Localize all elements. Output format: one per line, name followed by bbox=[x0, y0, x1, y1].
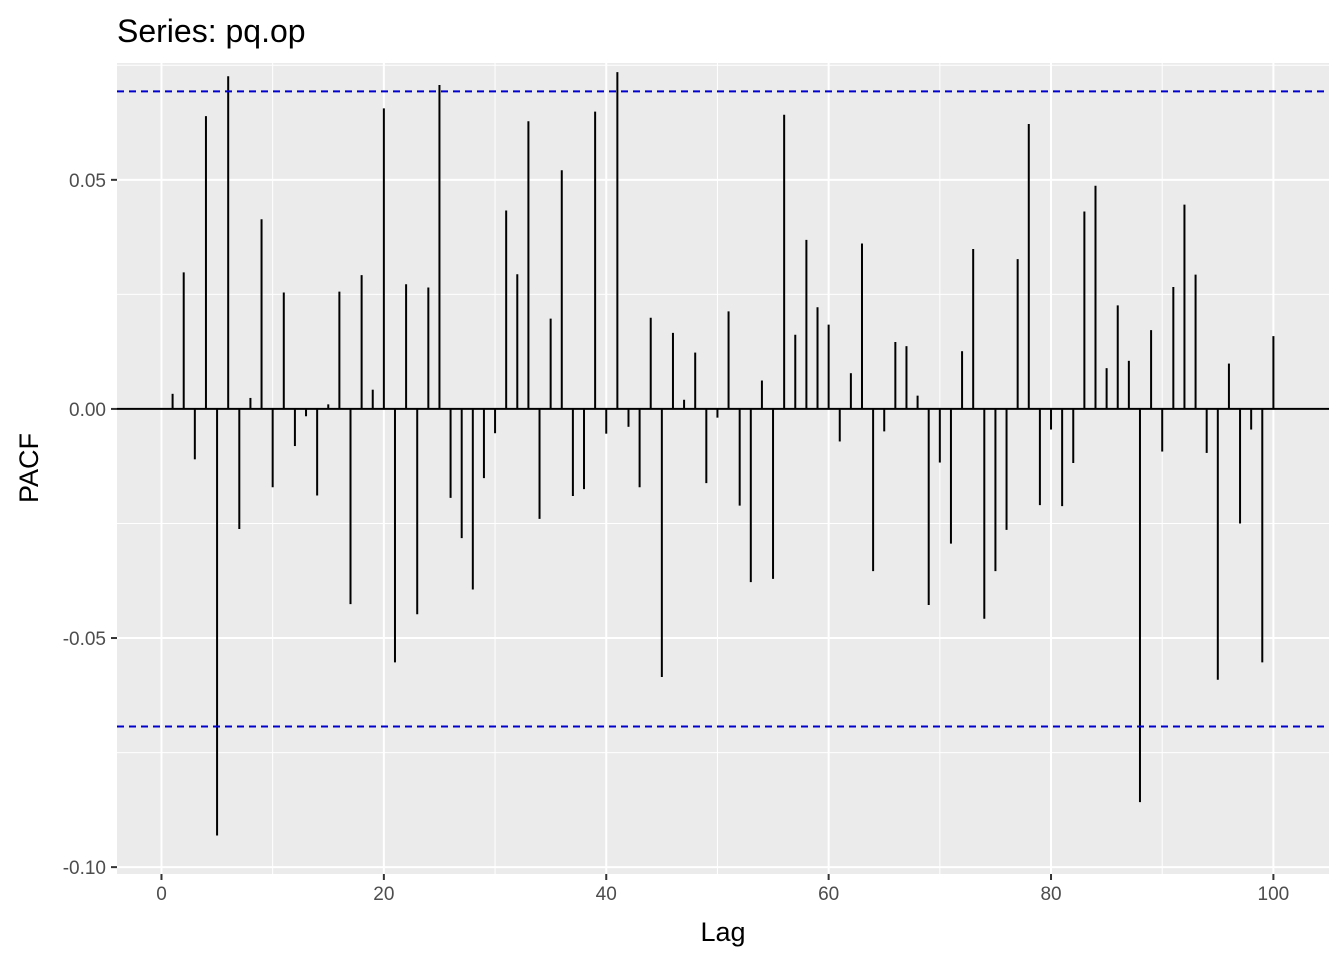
x-tick-label: 0 bbox=[156, 884, 167, 905]
x-axis-title: Lag bbox=[700, 917, 745, 947]
y-tick-label: 0.05 bbox=[69, 171, 106, 192]
x-axis-ticks: 0 20 40 60 80 100 bbox=[156, 874, 1289, 905]
pacf-bars bbox=[171, 72, 1275, 836]
plot-panel bbox=[117, 63, 1329, 874]
y-tick-label: -0.05 bbox=[63, 629, 106, 650]
y-axis-title: PACF bbox=[14, 433, 44, 503]
y-tick-label: -0.10 bbox=[63, 858, 106, 879]
x-tick-label: 100 bbox=[1258, 884, 1290, 905]
y-axis-ticks: -0.10 -0.05 0.00 0.05 bbox=[63, 171, 117, 879]
x-tick-label: 60 bbox=[818, 884, 839, 905]
y-tick-label: 0.00 bbox=[69, 400, 106, 421]
chart-title: Series: pq.op bbox=[117, 13, 306, 49]
x-tick-label: 40 bbox=[596, 884, 617, 905]
grid-minor bbox=[117, 63, 1329, 874]
x-tick-label: 20 bbox=[373, 884, 394, 905]
x-tick-label: 80 bbox=[1040, 884, 1061, 905]
